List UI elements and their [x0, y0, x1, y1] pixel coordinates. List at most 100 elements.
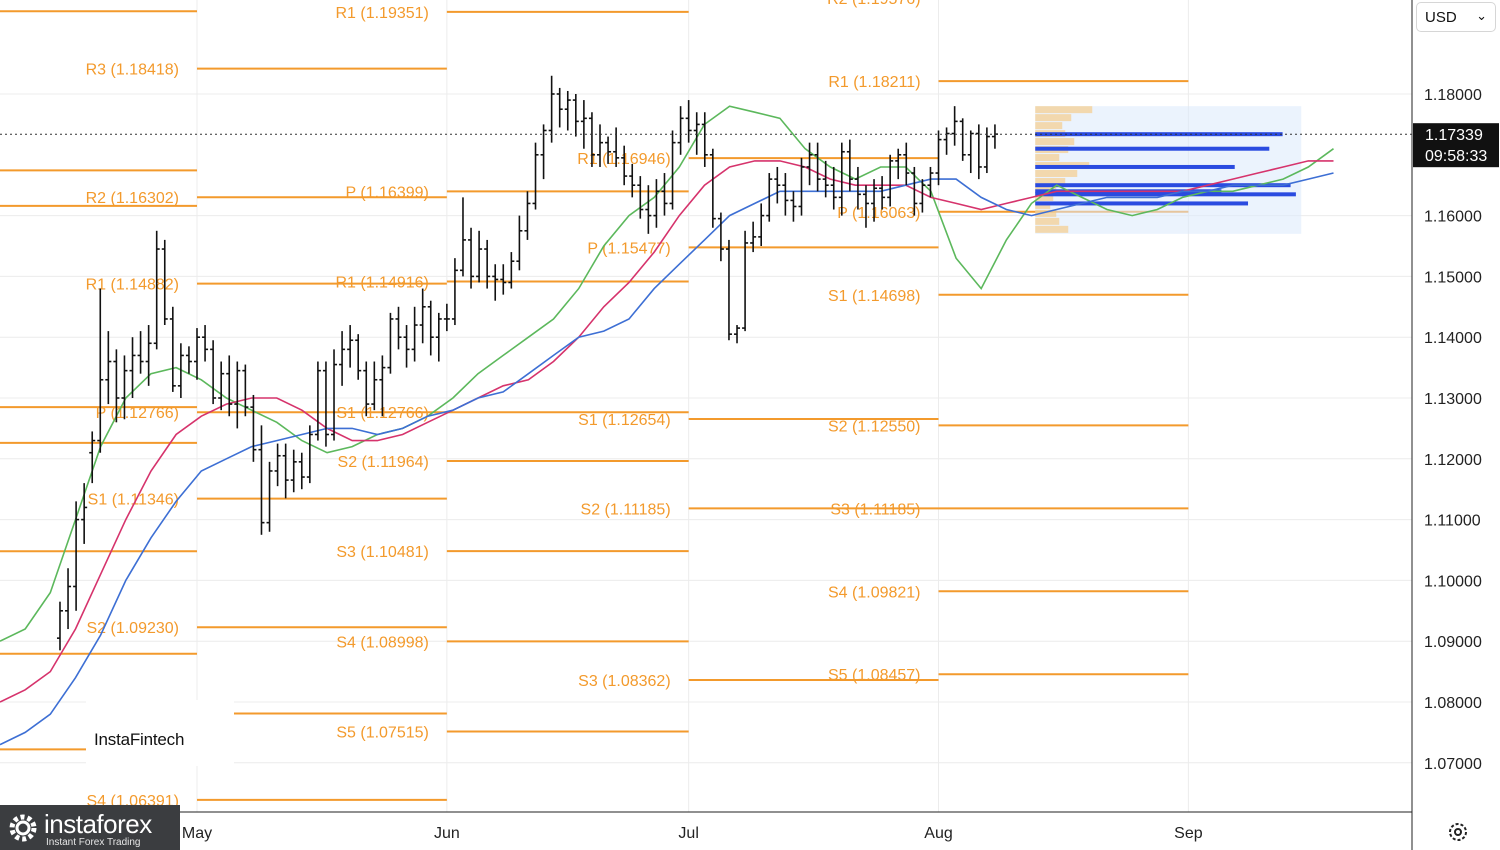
settings-icon[interactable]: [1446, 820, 1470, 844]
ma-line-ma_fast: [0, 105, 1334, 642]
ohlc-bar-11: [145, 325, 152, 386]
pivot-label-Aug-7: S5 (1.08457): [828, 667, 921, 684]
ohlc-bar-3: [81, 483, 88, 544]
ohlc-bar-36: [347, 325, 354, 368]
pivot-label-Aug-4: S2 (1.12550): [828, 418, 921, 435]
instaforex-logo[interactable]: instaforex Instant Forex Trading: [0, 805, 180, 850]
ohlc-bar-8: [121, 355, 128, 420]
ohlc-bar-30: [298, 452, 305, 490]
ohlc-bar-53: [484, 239, 491, 289]
ohlc-bar-74: [653, 179, 660, 228]
price-tick-5: 1.12000: [1424, 452, 1482, 469]
ohlc-bar-22: [234, 361, 241, 429]
ohlc-bar-71: [629, 163, 636, 198]
ohlc-bar-110: [943, 127, 950, 155]
ohlc-bar-37: [355, 334, 362, 380]
ohlc-bar-44: [411, 306, 418, 362]
ohlc-bar-116: [991, 124, 998, 149]
time-tick-1: Jun: [434, 825, 460, 842]
ohlc-bar-38: [363, 361, 370, 417]
pivot-levels: R1 (1.16744)P (1.12261)S1 (1.08794)R3 (1…: [0, 0, 1189, 810]
ohlc-bar-46: [427, 300, 434, 356]
pivot-label-May-0: R3 (1.18418): [86, 62, 179, 79]
currency-selector[interactable]: USD ⌄: [1416, 2, 1496, 32]
ohlc-bar-62: [556, 87, 563, 128]
ohlc-bar-89: [774, 166, 781, 204]
currency-value: USD: [1425, 9, 1457, 26]
ohlc-bar-6: [105, 331, 112, 405]
ohlc-bar-100: [862, 185, 869, 228]
price-tick-7: 1.10000: [1424, 573, 1482, 590]
pivot-label-Aug-0: R2 (1.19576): [827, 0, 920, 8]
ohlc-bar-82: [717, 212, 724, 262]
ohlc-bar-28: [282, 443, 289, 499]
ohlc-bar-102: [879, 176, 886, 210]
price-tick-1: 1.16000: [1424, 209, 1482, 226]
pivot-label-May-3: P (1.12766): [96, 405, 179, 422]
pivot-label-Jun-7: S5 (1.07515): [336, 724, 429, 741]
price-tick-3: 1.14000: [1424, 330, 1482, 347]
volume-bin-13: [1035, 209, 1057, 217]
ohlc-bar-81: [709, 148, 716, 228]
ohlc-bar-96: [830, 166, 837, 210]
ohlc-bar-10: [137, 331, 144, 374]
ohlc-bar-5: [97, 288, 104, 453]
pivot-label-Aug-3: S1 (1.14698): [828, 288, 921, 305]
current-price-countdown: 09:58:33: [1425, 148, 1487, 165]
ohlc-bar-54: [492, 264, 499, 301]
pivot-label-Jun-0: R1 (1.19351): [335, 5, 428, 22]
time-tick-3: Aug: [924, 825, 952, 842]
ohlc-bar-29: [290, 449, 297, 493]
time-axis[interactable]: May Jun Jul Aug Sep: [0, 811, 1412, 842]
brand-tagline: Instant Forex Trading: [46, 837, 141, 848]
ohlc-bar-61: [548, 75, 555, 143]
ohlc-bar-57: [516, 215, 523, 271]
ohlc-bar-88: [766, 173, 773, 222]
ohlc-bar-25: [258, 425, 265, 535]
ohlc-bar-48: [443, 303, 450, 332]
ohlc-bar-12: [153, 230, 160, 350]
ohlc-bar-49: [451, 258, 458, 326]
chevron-down-icon: ⌄: [1476, 8, 1487, 23]
ohlc-bar-83: [725, 239, 732, 341]
volume-row-5: [1035, 192, 1296, 197]
ohlc-bar-93: [806, 142, 813, 186]
pivot-label-May-5: S2 (1.09230): [86, 620, 179, 637]
volume-bin-4: [1035, 138, 1075, 146]
ohlc-bar-115: [983, 127, 990, 174]
ohlc-bar-112: [959, 118, 966, 161]
ohlc-bar-23: [242, 364, 249, 417]
time-tick-0: May: [182, 825, 212, 842]
ohlc-bar-7: [113, 349, 120, 423]
current-price-value: 1.17339: [1425, 127, 1483, 144]
ohlc-bar-42: [395, 306, 402, 350]
current-price-box: [1413, 123, 1499, 168]
price-axis[interactable]: 1.18000 1.16000 1.15000 1.14000 1.13000 1.120…: [1411, 0, 1482, 850]
price-tick-2: 1.15000: [1424, 269, 1482, 286]
ohlc-bar-14: [169, 306, 176, 392]
pivot-label-Jul-4: S3 (1.08362): [578, 673, 671, 690]
ohlc-bar-19: [210, 340, 217, 405]
pivot-label-Jun-4: S2 (1.11964): [338, 454, 429, 471]
ohlc-bar-77: [677, 106, 684, 155]
ohlc-bar-63: [564, 90, 571, 131]
volume-bin-9: [1035, 177, 1066, 185]
volume-row-0: [1035, 132, 1283, 137]
ohlc-bar-105: [903, 142, 910, 186]
price-tick-0: 1.18000: [1424, 87, 1482, 104]
pivot-label-May-4: S1 (1.11346): [88, 492, 179, 509]
ohlc-bar-79: [693, 112, 700, 155]
pivot-label-Aug-6: S4 (1.09821): [828, 584, 921, 601]
ohlc-bar-18: [202, 325, 209, 362]
ohlc-bar-66: [588, 112, 595, 167]
ohlc-bar-51: [468, 227, 475, 289]
volume-row-6: [1035, 201, 1249, 206]
ohlc-bar-20: [218, 361, 225, 411]
ohlc-bar-73: [645, 185, 652, 234]
pivot-label-May-2: R1 (1.14882): [86, 277, 179, 294]
moving-averages: [0, 105, 1334, 746]
ohlc-bar-13: [161, 239, 168, 326]
volume-row-2: [1035, 164, 1235, 169]
ohlc-bar-16: [185, 346, 192, 374]
ohlc-bar-68: [605, 136, 612, 164]
